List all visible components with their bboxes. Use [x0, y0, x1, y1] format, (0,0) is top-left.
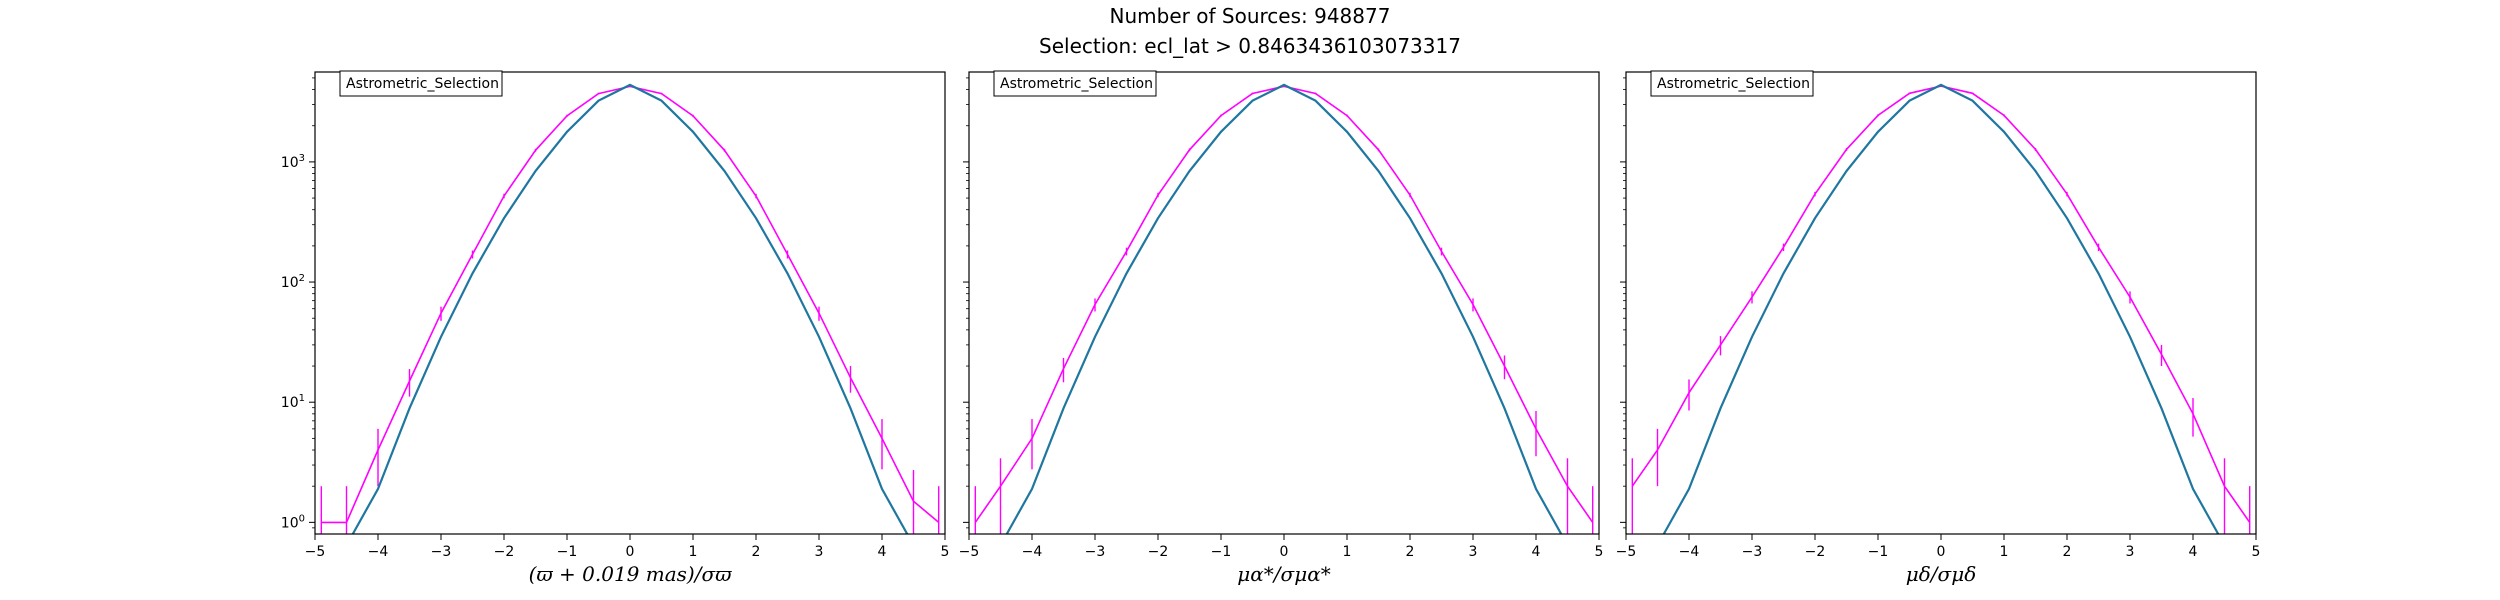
- x-tick-label: 4: [2189, 544, 2198, 560]
- x-tick-label: 3: [2126, 544, 2135, 560]
- x-tick-label: 5: [2252, 544, 2261, 560]
- figure-title: Number of Sources: 948877: [1109, 4, 1391, 28]
- legend-label: Astrometric_Selection: [346, 76, 499, 92]
- x-tick-label: 0: [1937, 544, 1946, 560]
- y-axis-ticks: [963, 77, 969, 529]
- histogram-series: [320, 85, 940, 534]
- figure-subtitle: Selection: ecl_lat > 0.8463436103073317: [1039, 34, 1461, 58]
- x-tick-label: −1: [1211, 544, 1232, 560]
- panel-pmra: −5 −4 −3 −2 −1 0 1 2 3 4 5 Astrometric_Selection μ…: [959, 70, 1604, 586]
- x-tick-label: 1: [689, 544, 698, 560]
- legend-box: Astrometric_Selection: [1650, 70, 1814, 97]
- x-tick-label: 0: [626, 544, 635, 560]
- x-axis-ticks: −5 −4 −3 −2 −1 0 1 2 3 4 5: [305, 534, 950, 560]
- x-tick-label: 3: [1469, 544, 1478, 560]
- gaussian-model-curve: [1005, 83, 1563, 535]
- y-tick-label: 103: [281, 153, 305, 171]
- x-tick-label: −4: [1679, 544, 1700, 560]
- x-tick-label: 0: [1280, 544, 1289, 560]
- plot-area: [969, 72, 1599, 534]
- x-tick-label: 2: [2063, 544, 2072, 560]
- x-tick-label: 4: [878, 544, 887, 560]
- y-tick-label: 102: [281, 273, 305, 291]
- x-tick-label: −2: [1805, 544, 1826, 560]
- legend-label: Astrometric_Selection: [1657, 76, 1810, 92]
- x-axis-label: μδ/σμδ: [1906, 562, 1976, 586]
- x-axis-label: μα*/σμα*: [1237, 562, 1330, 586]
- legend-label: Astrometric_Selection: [1000, 76, 1153, 92]
- x-tick-label: −2: [494, 544, 515, 560]
- x-tick-label: −4: [1022, 544, 1043, 560]
- y-tick-label: 100: [281, 513, 305, 531]
- x-tick-label: 5: [1595, 544, 1604, 560]
- y-tick-label: 101: [281, 393, 305, 411]
- x-axis-ticks: −5 −4 −3 −2 −1 0 1 2 3 4 5: [1616, 534, 2261, 560]
- x-tick-label: −5: [305, 544, 326, 560]
- histogram-series: [974, 85, 1594, 534]
- x-tick-label: −1: [1868, 544, 1889, 560]
- x-tick-label: −3: [1742, 544, 1763, 560]
- x-axis-label: (ϖ + 0.019 mas)/σϖ: [529, 562, 733, 586]
- x-tick-label: −2: [1148, 544, 1169, 560]
- x-tick-label: 3: [815, 544, 824, 560]
- legend-box: Astrometric_Selection: [339, 70, 503, 97]
- x-tick-label: −4: [368, 544, 389, 560]
- x-tick-label: 2: [752, 544, 761, 560]
- panel-pmdec: −5 −4 −3 −2 −1 0 1 2 3 4 5 Astrometric_Selection μ…: [1616, 70, 2261, 586]
- x-tick-label: −5: [1616, 544, 1637, 560]
- plot-area: [315, 72, 945, 534]
- x-tick-label: 2: [1406, 544, 1415, 560]
- x-tick-label: 1: [2000, 544, 2009, 560]
- x-tick-label: −3: [1085, 544, 1106, 560]
- legend-box: Astrometric_Selection: [993, 70, 1157, 97]
- plot-area: [1626, 72, 2256, 534]
- x-axis-ticks: −5 −4 −3 −2 −1 0 1 2 3 4 5: [959, 534, 1604, 560]
- x-tick-label: 4: [1532, 544, 1541, 560]
- panel-parallax: −5 −4 −3 −2 −1 0 1 2 3 4 5 100 101 102 103 Astrometri…: [281, 70, 950, 586]
- x-tick-label: −5: [959, 544, 980, 560]
- gaussian-model-curve: [1662, 83, 2220, 535]
- gaussian-model-curve: [351, 83, 909, 535]
- x-tick-label: 1: [1343, 544, 1352, 560]
- x-tick-label: −3: [431, 544, 452, 560]
- x-tick-label: −1: [557, 544, 578, 560]
- x-tick-label: 5: [941, 544, 950, 560]
- y-axis-ticks: [1620, 77, 1626, 529]
- y-axis-ticks: 100 101 102 103: [281, 77, 315, 531]
